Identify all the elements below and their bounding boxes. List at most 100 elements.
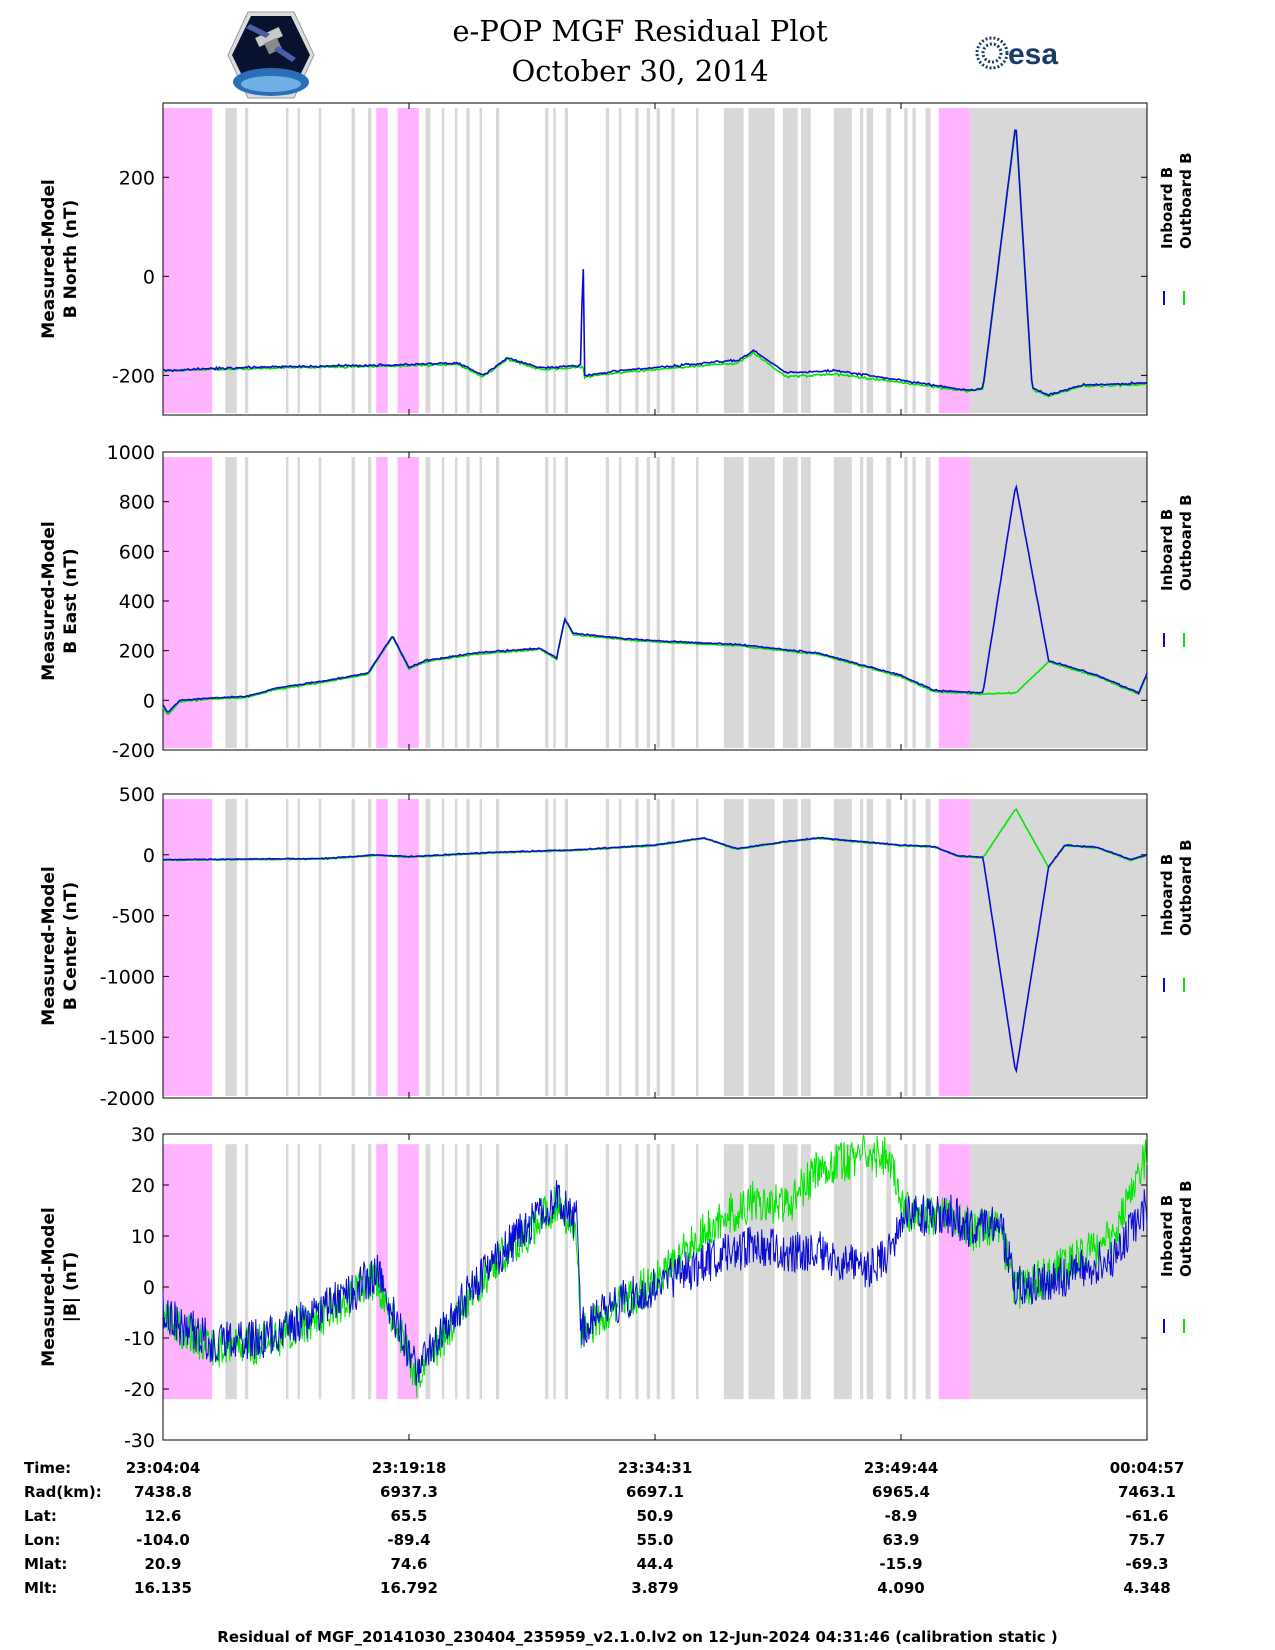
gray-band: [286, 457, 289, 748]
pink-band: [376, 799, 388, 1096]
gray-band: [466, 457, 470, 748]
ephemeris-value: 65.5: [390, 1507, 428, 1525]
legend: Inboard BOutboard B: [1158, 1180, 1195, 1333]
y-tick-label: 600: [119, 541, 155, 563]
gray-band: [833, 799, 852, 1096]
gray-band: [545, 799, 549, 1096]
ephemeris-value: 55.0: [636, 1531, 674, 1549]
panel-1: 200 0 -200 Measured-Model B North (nT) Inboar…: [39, 102, 1195, 416]
y-tick-label: -200: [112, 365, 155, 387]
gray-band: [635, 799, 639, 1096]
gray-band: [466, 108, 470, 413]
ephemeris-value: 3.879: [631, 1579, 679, 1597]
gray-band: [800, 108, 811, 413]
gray-band: [969, 108, 1147, 413]
pink-band: [397, 799, 419, 1096]
gray-band: [351, 1144, 355, 1400]
gray-band: [748, 457, 775, 748]
y-tick-label: 1000: [107, 442, 155, 464]
gray-band: [225, 457, 237, 748]
legend: Inboard BOutboard B: [1158, 839, 1195, 992]
pink-band: [376, 108, 388, 413]
gray-band: [454, 457, 458, 748]
legend-outboard: Outboard B: [1177, 1180, 1195, 1277]
gray-band: [904, 457, 908, 748]
gray-band: [479, 108, 482, 413]
cassiope-logo: [226, 10, 316, 104]
ephemeris-value: 00:04:57: [1109, 1459, 1185, 1477]
y-tick-label: -20: [124, 1379, 155, 1401]
gray-band: [696, 457, 699, 748]
ephemeris-row-label: Mlt:: [24, 1579, 58, 1597]
esa-logo: esa: [974, 35, 1084, 79]
legend-inboard: Inboard B: [1158, 167, 1176, 249]
legend-labels: Inboard BOutboard B: [1158, 839, 1195, 936]
gray-band: [545, 1144, 549, 1400]
panel-4: 30 20 10 0 -10 -20 -30 Measured-Model |B| (nT) In…: [39, 1124, 1195, 1452]
gray-band: [969, 457, 1147, 748]
outboard-series-line: [162, 618, 1148, 716]
y-tick-label: -500: [112, 906, 155, 928]
gray-band: [886, 1144, 892, 1400]
panel-3: 500 0 -500 -1000 -1500 -2000 Measured-Model B C…: [39, 784, 1195, 1110]
gray-band: [564, 457, 569, 748]
gray-band: [782, 1144, 798, 1400]
gray-band: [553, 799, 556, 1096]
legend-inboard: Inboard B: [1158, 509, 1176, 591]
legend-labels: Inboard BOutboard B: [1158, 494, 1195, 591]
y-tick-label: 0: [143, 266, 155, 288]
pink-band: [397, 457, 419, 748]
gray-band: [723, 1144, 744, 1400]
gray-band: [479, 799, 482, 1096]
gray-band: [925, 799, 931, 1096]
y-tick-label: 20: [131, 1175, 155, 1197]
gray-band: [553, 457, 556, 748]
y-tick-label: 200: [119, 167, 155, 189]
ephemeris-value: 12.6: [144, 1507, 182, 1525]
ephemeris-value: -8.9: [884, 1507, 918, 1525]
gray-band: [286, 1144, 289, 1400]
gray-band: [225, 108, 237, 413]
gray-band: [782, 108, 798, 413]
legend-inboard: Inboard B: [1158, 1195, 1176, 1277]
gray-band: [553, 1144, 556, 1400]
gray-band: [425, 799, 431, 1096]
gray-band: [425, 1144, 431, 1400]
gray-band: [495, 799, 500, 1096]
ephemeris-value: 16.135: [134, 1579, 192, 1597]
gray-band: [545, 108, 549, 413]
gray-band: [886, 457, 892, 748]
gray-band: [912, 108, 916, 413]
gray-band: [748, 799, 775, 1096]
gray-band: [466, 1144, 470, 1400]
gray-band: [297, 1144, 300, 1400]
inboard-series-line: [162, 1180, 1148, 1386]
gray-band: [646, 108, 651, 413]
inboard-series-line: [162, 129, 1148, 397]
gray-band: [860, 799, 864, 1096]
gray-band: [564, 1144, 569, 1400]
gray-band: [225, 1144, 237, 1400]
gray-band: [646, 799, 651, 1096]
gray-band: [454, 1144, 458, 1400]
ephemeris-value: 23:04:04: [125, 1459, 201, 1477]
gray-band: [286, 799, 289, 1096]
gray-band: [368, 799, 372, 1096]
pink-band: [397, 108, 419, 413]
gray-band: [671, 799, 675, 1096]
gray-band: [912, 799, 916, 1096]
legend: Inboard BOutboard B: [1158, 494, 1195, 647]
gray-band: [635, 108, 639, 413]
plot-date: October 30, 2014: [511, 54, 769, 88]
gray-band: [297, 799, 300, 1096]
gray-band: [925, 108, 931, 413]
ephemeris-value: 7438.8: [134, 1483, 192, 1501]
ephemeris-value: 23:34:31: [617, 1459, 693, 1477]
gray-band: [286, 108, 289, 413]
gray-band: [245, 799, 249, 1096]
pink-band: [376, 457, 388, 748]
legend-labels: Inboard BOutboard B: [1158, 152, 1195, 249]
gray-band: [454, 799, 458, 1096]
ephemeris-value: 16.792: [380, 1579, 438, 1597]
